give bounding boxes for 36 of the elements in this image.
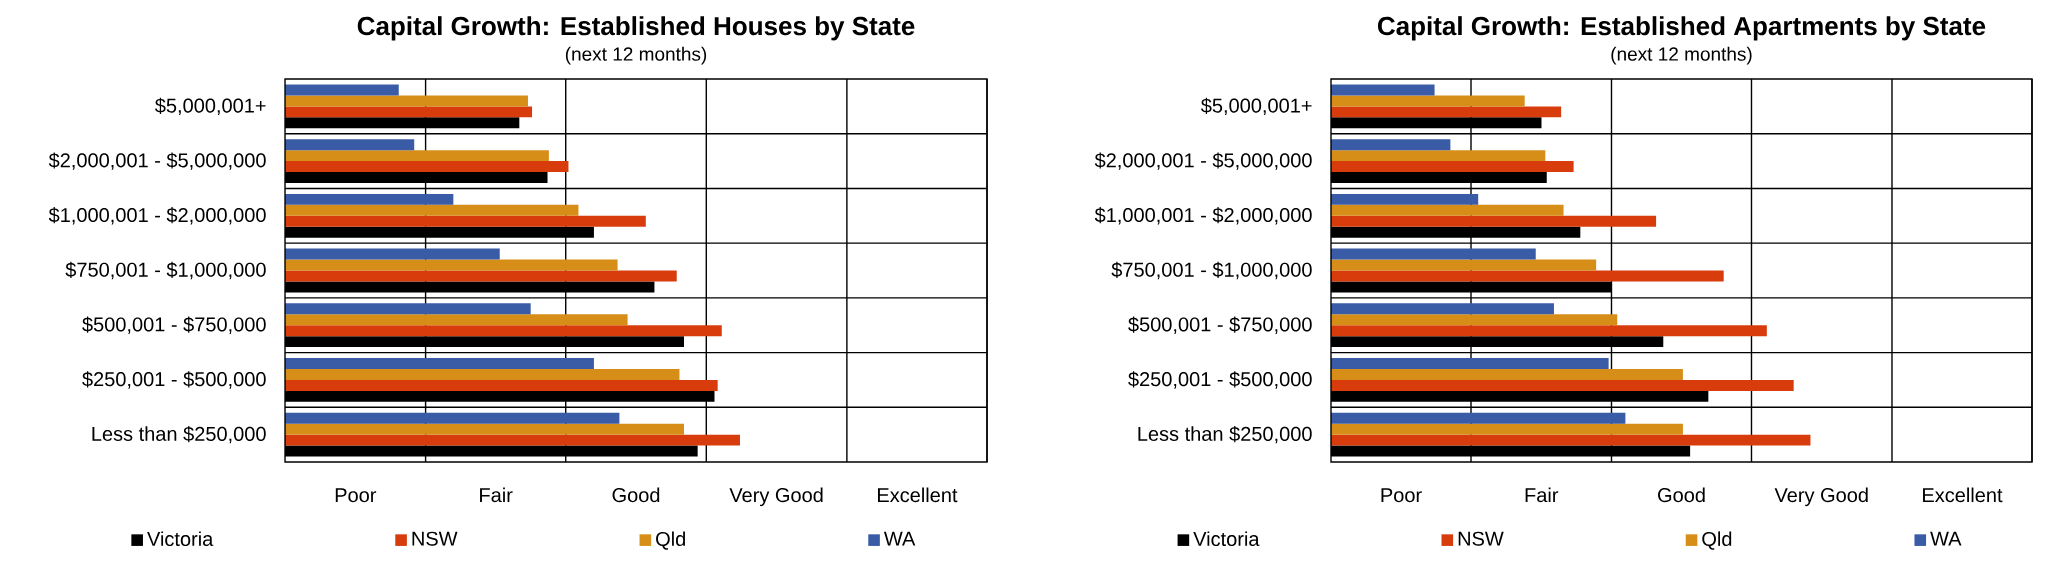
legend-label: NSW bbox=[1458, 531, 1504, 546]
y-tick-label: $5,000,001+ bbox=[1200, 97, 1312, 116]
y-tick-label: $750,001 - $1,000,000 bbox=[1111, 261, 1312, 280]
y-tick-label: $250,001 - $500,000 bbox=[82, 371, 266, 389]
legend-label: Victoria bbox=[1193, 531, 1260, 547]
y-tick-label: $5,000,001+ bbox=[155, 97, 266, 116]
text: Poor bbox=[1381, 488, 1422, 503]
chart-title: Capital Growth: Established Apartments by State bbox=[1377, 16, 1986, 41]
text: Fair bbox=[480, 487, 513, 503]
text: Very Good bbox=[1774, 487, 1868, 507]
legend-label: WA bbox=[883, 531, 916, 546]
y-tick-label: $2,000,001 - $5,000,000 bbox=[1094, 152, 1312, 170]
y-tick-label: Less than $250,000 bbox=[92, 425, 266, 444]
y-tick-label: $1,000,001 - $2,000,000 bbox=[1094, 207, 1312, 225]
text: Excellent bbox=[878, 487, 958, 503]
text: Good bbox=[1658, 487, 1705, 503]
legend-label: WA bbox=[1930, 531, 1962, 546]
legend-label: NSW bbox=[412, 531, 458, 546]
y-tick-label: $2,000,001 - $5,000,000 bbox=[48, 152, 266, 170]
text: Excellent bbox=[1923, 487, 2003, 503]
text: Poor bbox=[335, 488, 377, 503]
y-tick-label: Less than $250,000 bbox=[1138, 425, 1312, 444]
y-tick-label: $500,001 - $750,000 bbox=[82, 316, 266, 334]
y-tick-label: $250,001 - $500,000 bbox=[1128, 371, 1312, 389]
text: Fair bbox=[1525, 487, 1559, 503]
chart-title: Capital Growth: Established Houses by State bbox=[357, 16, 915, 41]
y-tick-label: $750,001 - $1,000,000 bbox=[65, 261, 266, 280]
chart-subtitle: (next 12 months) bbox=[1611, 46, 1752, 65]
text: Very Good bbox=[729, 487, 823, 507]
y-tick-label: $1,000,001 - $2,000,000 bbox=[48, 207, 266, 225]
legend-label: Qld bbox=[1702, 531, 1732, 550]
legend-label: Qld bbox=[656, 531, 685, 550]
legend-label: Victoria bbox=[147, 531, 214, 547]
chart-subtitle: (next 12 months) bbox=[565, 46, 707, 65]
y-tick-label: $500,001 - $750,000 bbox=[1128, 316, 1312, 334]
text: Good bbox=[612, 487, 660, 503]
